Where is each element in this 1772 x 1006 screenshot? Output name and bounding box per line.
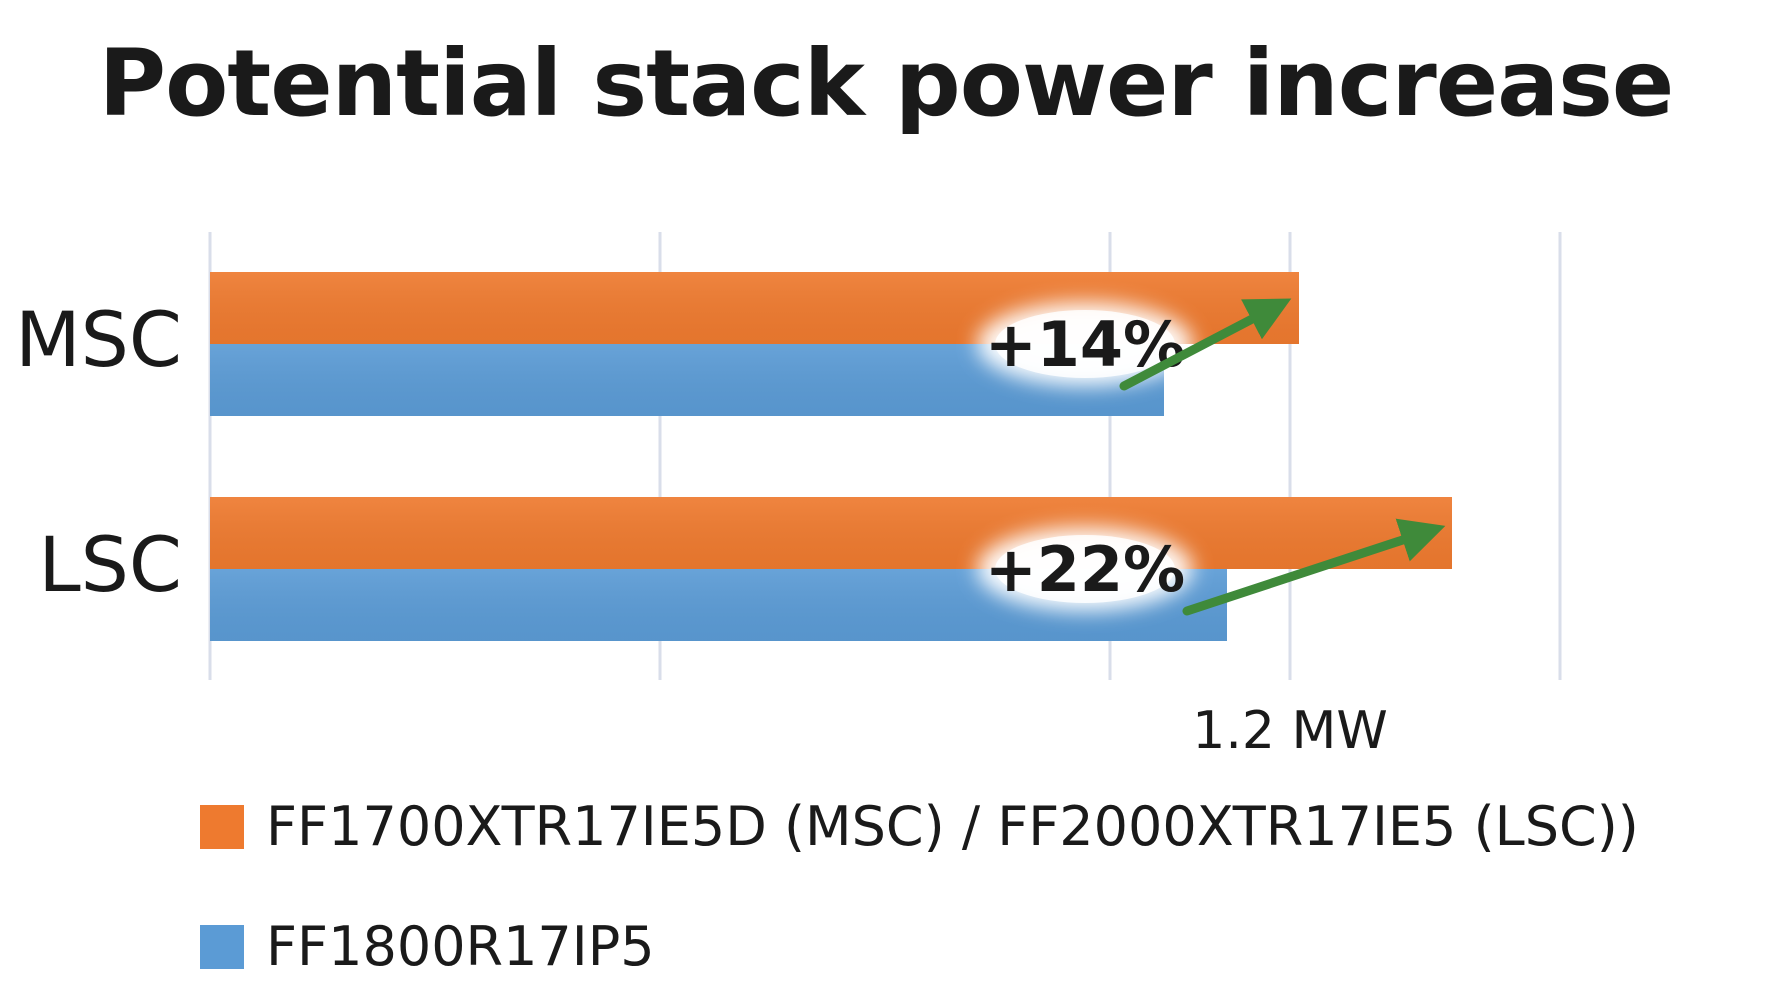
category-label: LSC — [38, 520, 182, 609]
percent-badge — [995, 310, 1175, 378]
increase-arrow — [1119, 298, 1292, 391]
chart-title: Potential stack power increase — [98, 30, 1675, 137]
legend-swatch — [200, 924, 244, 969]
legend-swatch — [200, 804, 244, 849]
increase-arrow — [1182, 518, 1446, 616]
legend-label: FF1700XTR17IE5D (MSC) / FF2000XTR17IE5 (… — [266, 795, 1639, 858]
tick-label: 1.2 MW — [1192, 701, 1388, 761]
bar-shade — [210, 497, 1452, 569]
legend-label: FF1800R17IP5 — [266, 915, 655, 978]
legend-item: FF1800R17IP5 — [200, 915, 655, 978]
legend-item: FF1700XTR17IE5D (MSC) / FF2000XTR17IE5 (… — [200, 795, 1639, 858]
percent-badge — [995, 535, 1175, 603]
percent-label: +22% — [985, 533, 1185, 606]
category-label: MSC — [15, 295, 182, 384]
